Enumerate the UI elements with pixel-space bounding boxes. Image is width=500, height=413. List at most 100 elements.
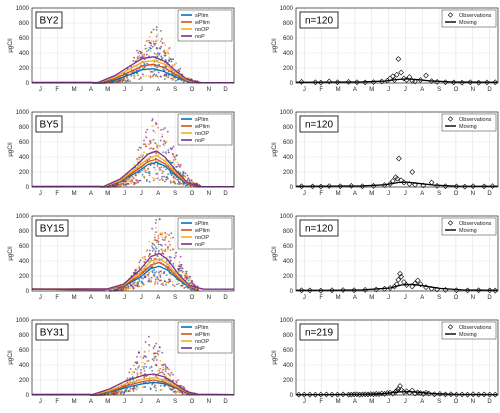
- data-point-noP: [111, 81, 114, 84]
- data-point-wPlim: [139, 77, 142, 80]
- data-point-sPlim: [179, 172, 182, 175]
- data-point-noP: [143, 66, 146, 69]
- observation-point: [481, 183, 487, 190]
- data-point-noP: [155, 359, 158, 361]
- x-tick-label: M: [72, 87, 77, 93]
- data-point-noOP: [128, 389, 131, 391]
- data-point-noP: [188, 282, 191, 285]
- observation-point: [461, 183, 468, 190]
- x-tick-label: N: [471, 191, 475, 197]
- data-point-sPlim: [129, 80, 131, 83]
- data-point-noOP: [172, 77, 175, 80]
- y-tick-label: 0: [26, 81, 30, 87]
- data-point-noOP: [157, 153, 160, 156]
- observation-point: [489, 183, 496, 189]
- data-point-noOP: [169, 373, 172, 375]
- x-tick-label: M: [105, 87, 110, 93]
- data-point-noP: [175, 154, 178, 157]
- observation-point: [351, 391, 357, 398]
- data-point-noOP: [135, 388, 138, 391]
- x-tick-label: S: [173, 87, 177, 93]
- data-point-noOP: [176, 161, 179, 164]
- x-tick-label: N: [207, 399, 211, 405]
- observation-point: [387, 181, 393, 187]
- y-tick-label: 200: [19, 274, 30, 280]
- data-point-noOP: [130, 182, 132, 185]
- data-point-wPlim: [152, 40, 155, 43]
- data-point-noP: [154, 384, 156, 387]
- data-point-sPlim: [172, 262, 175, 265]
- observation-point: [406, 181, 413, 187]
- panel-tag-box: [35, 323, 69, 341]
- x-tick-label: J: [303, 295, 306, 301]
- data-point-noOP: [150, 139, 153, 142]
- data-point-noOP: [158, 272, 160, 275]
- data-point-noP: [151, 118, 154, 120]
- y-tick-label: 0: [290, 393, 294, 399]
- data-point-sPlim: [154, 42, 157, 45]
- data-point-noOP: [156, 53, 159, 56]
- observation-point: [393, 281, 400, 288]
- data-point-noP: [158, 279, 161, 282]
- observation-point: [354, 79, 360, 86]
- data-point-wPlim: [153, 275, 156, 278]
- data-point-noOP: [136, 374, 139, 376]
- data-point-noP: [139, 52, 142, 55]
- data-point-noP: [175, 381, 178, 384]
- observation-point: [370, 391, 377, 398]
- data-point-noP: [159, 139, 162, 142]
- data-point-noOP: [156, 143, 158, 146]
- observation-point: [450, 79, 457, 86]
- data-point-noP: [178, 165, 181, 168]
- data-point-noP: [163, 280, 166, 282]
- data-point-noOP: [141, 386, 144, 388]
- data-point-noOP: [167, 368, 170, 370]
- data-point-noP: [148, 277, 150, 280]
- data-point-noP: [147, 273, 150, 276]
- data-point-noOP: [147, 168, 150, 171]
- data-point-noP: [149, 164, 152, 167]
- data-point-wPlim: [148, 147, 151, 150]
- y-tick-label: 600: [283, 244, 294, 250]
- data-point-noP: [186, 286, 189, 289]
- data-point-sPlim: [184, 286, 187, 289]
- data-point-wPlim: [165, 178, 168, 181]
- data-point-noP: [161, 42, 164, 44]
- data-point-noP: [133, 371, 136, 374]
- data-point-noP: [163, 140, 165, 143]
- data-point-wPlim: [157, 250, 160, 253]
- data-point-noP: [150, 70, 153, 73]
- data-point-noOP: [155, 39, 158, 42]
- data-point-noP: [121, 182, 124, 185]
- y-tick-label: 600: [19, 140, 30, 146]
- data-point-wPlim: [162, 68, 165, 71]
- x-tick-label: M: [336, 87, 341, 93]
- data-point-noP: [129, 368, 132, 370]
- data-point-noP: [144, 373, 147, 375]
- data-point-noP: [172, 373, 174, 376]
- data-point-noP: [167, 149, 170, 151]
- data-point-noP: [136, 283, 139, 285]
- y-tick-label: 600: [19, 36, 30, 42]
- data-point-wPlim: [134, 387, 136, 390]
- data-point-noP: [162, 128, 165, 131]
- data-point-noOP: [136, 369, 139, 372]
- x-tick-label: O: [454, 191, 459, 197]
- data-point-wPlim: [161, 179, 164, 182]
- x-tick-label: J: [303, 87, 306, 93]
- data-point-noP: [137, 351, 140, 354]
- data-point-noP: [181, 270, 184, 273]
- x-tick-label: M: [369, 191, 374, 197]
- x-tick-label: A: [420, 399, 424, 405]
- data-point-sPlim: [148, 172, 151, 175]
- data-point-noOP: [155, 241, 158, 244]
- data-point-noP: [177, 379, 179, 382]
- legend-label: noOP: [195, 235, 209, 241]
- data-point-noP: [183, 387, 186, 389]
- data-point-wPlim: [156, 66, 159, 69]
- data-point-noP: [124, 183, 127, 186]
- data-point-noOP: [161, 133, 164, 135]
- data-point-wPlim: [132, 283, 134, 285]
